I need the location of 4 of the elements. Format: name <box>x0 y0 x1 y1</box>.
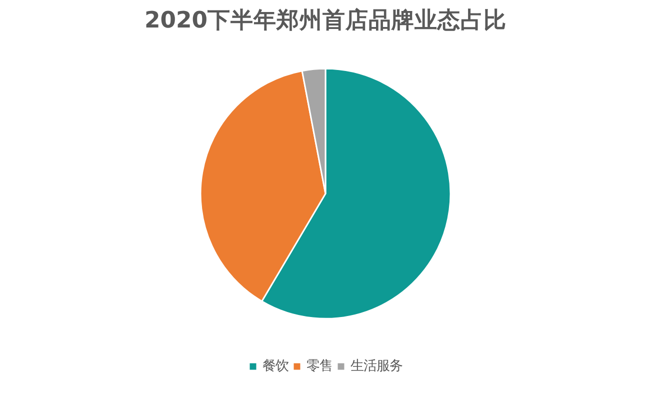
chart-title: 2020下半年郑州首店品牌业态占比 <box>144 6 507 34</box>
legend-label: 餐饮 <box>262 357 288 375</box>
legend-label: 生活服务 <box>350 357 402 375</box>
legend-label: 零售 <box>306 357 332 375</box>
